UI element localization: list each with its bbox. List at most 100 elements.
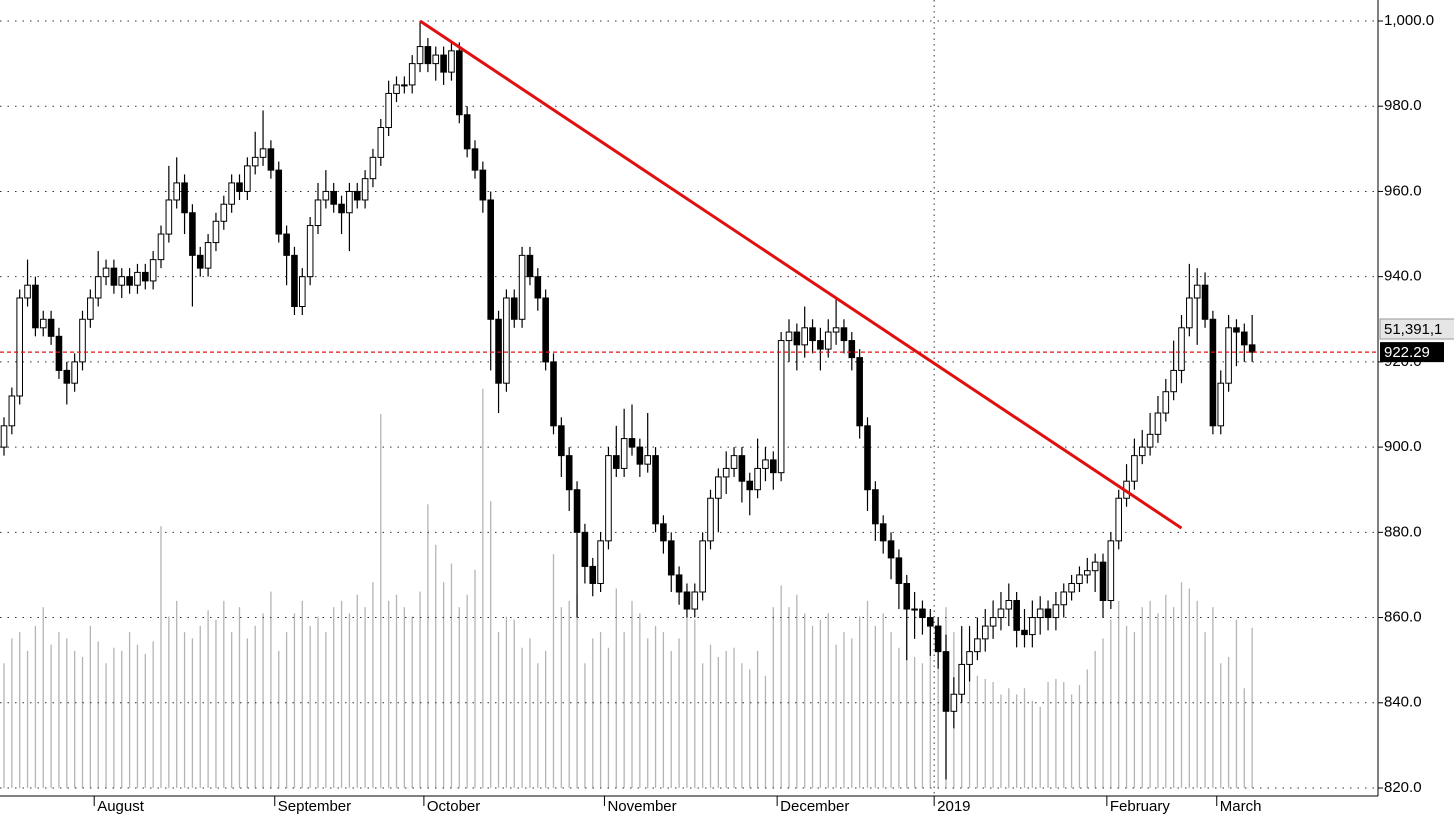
volume-label-box xyxy=(1379,318,1454,340)
candle-body xyxy=(636,446,644,465)
candle-body xyxy=(118,276,126,286)
candle-body xyxy=(801,327,809,346)
candle-body xyxy=(173,182,180,201)
candle-body xyxy=(707,497,714,542)
candle-body xyxy=(1131,455,1138,482)
candle-body xyxy=(275,169,283,235)
candle-layer xyxy=(0,21,1256,780)
candle-body xyxy=(1107,540,1115,602)
x-tick-label: October xyxy=(427,798,480,815)
candle-body xyxy=(228,182,235,205)
candle-body xyxy=(981,625,989,640)
candle-body xyxy=(338,203,345,214)
candle-body xyxy=(1021,629,1028,636)
trendline xyxy=(419,19,1183,530)
candle-body xyxy=(1060,591,1068,606)
candle-body xyxy=(1076,574,1083,584)
candle-body xyxy=(824,331,832,350)
candle-body xyxy=(550,361,557,427)
candle-body xyxy=(1068,582,1075,593)
overlay-layer: 922.29 51,391,1 xyxy=(0,19,1454,530)
y-tick-label: 960.0 xyxy=(1384,182,1422,199)
candle-body xyxy=(864,425,871,491)
candle-body xyxy=(369,156,377,180)
candle-body xyxy=(558,425,565,457)
x-tick-label: March xyxy=(1220,798,1262,815)
candle-body xyxy=(887,540,895,559)
candle-body xyxy=(817,340,824,350)
candle-body xyxy=(440,54,447,73)
candle-body xyxy=(1052,604,1060,619)
candle-body xyxy=(683,591,691,610)
candle-body xyxy=(401,84,408,87)
candle-body xyxy=(1099,561,1107,602)
x-tick-label: August xyxy=(97,798,145,815)
candle-body xyxy=(134,271,141,286)
candle-body xyxy=(267,148,275,171)
candle-body xyxy=(393,84,400,94)
candle-body xyxy=(385,92,392,129)
candle-body xyxy=(47,318,55,337)
candle-body xyxy=(927,617,934,627)
candle-body xyxy=(1029,617,1036,636)
candle-body xyxy=(911,608,918,611)
candle-body xyxy=(1233,327,1240,333)
candle-body xyxy=(314,199,322,227)
candle-body xyxy=(989,617,997,627)
x-tick-label: November xyxy=(607,798,676,815)
x-tick-label: September xyxy=(278,798,351,815)
candle-body xyxy=(1138,446,1146,457)
candle-body xyxy=(644,455,652,465)
candle-body xyxy=(322,190,330,201)
candle-body xyxy=(872,489,879,525)
candle-body xyxy=(259,148,267,158)
candle-body xyxy=(738,455,746,482)
candle-body xyxy=(503,297,510,384)
candle-body xyxy=(534,276,542,299)
candle-body xyxy=(283,233,290,256)
y-tick-label: 880.0 xyxy=(1384,523,1422,540)
candle-body xyxy=(762,459,769,469)
candle-body xyxy=(361,178,369,201)
candle-body xyxy=(919,608,926,619)
candle-body xyxy=(1005,600,1013,610)
candle-body xyxy=(722,467,730,478)
candle-body xyxy=(220,203,228,222)
y-tick-label: 940.0 xyxy=(1384,268,1422,285)
candle-body xyxy=(346,190,353,214)
candle-body xyxy=(1091,561,1099,572)
candle-body xyxy=(832,327,840,333)
candle-body xyxy=(181,182,188,214)
candle-body xyxy=(809,327,816,342)
candle-body xyxy=(377,127,385,158)
candle-body xyxy=(793,331,801,346)
candle-body xyxy=(840,327,848,342)
candle-body xyxy=(236,182,243,192)
candle-body xyxy=(589,565,597,584)
candle-body xyxy=(94,276,102,299)
candle-body xyxy=(16,297,23,397)
candle-body xyxy=(55,335,63,371)
candle-body xyxy=(416,46,424,65)
candle-body xyxy=(879,523,887,542)
candle-body xyxy=(306,225,314,278)
candle-body xyxy=(1013,600,1020,631)
candle-body xyxy=(1201,284,1209,320)
candle-body xyxy=(102,267,110,278)
candle-body xyxy=(189,212,196,256)
candle-body xyxy=(79,318,86,363)
candle-body xyxy=(581,531,589,567)
candle-body xyxy=(244,165,251,192)
candle-body xyxy=(463,114,471,150)
candle-body xyxy=(196,254,204,269)
candle-body xyxy=(1146,433,1154,448)
candle-body xyxy=(142,271,149,282)
candle-body xyxy=(110,267,118,286)
candle-body xyxy=(1170,369,1177,393)
candle-body xyxy=(1186,297,1193,329)
candle-body xyxy=(71,361,78,384)
candle-body xyxy=(1162,391,1170,414)
candle-body xyxy=(204,242,212,269)
candle-body xyxy=(330,190,337,205)
